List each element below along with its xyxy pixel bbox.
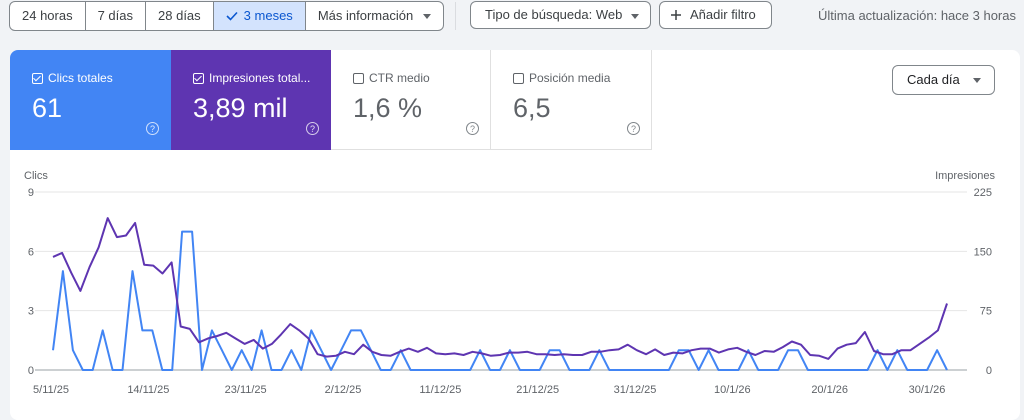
left-tick-label: 0	[28, 365, 34, 377]
metric-average-ctr[interactable]: CTR medio 1,6 % ?	[331, 50, 491, 150]
checkbox-checked-icon	[193, 72, 204, 84]
add-filter-button[interactable]: Añadir filtro	[659, 1, 772, 29]
series-line-impressions	[52, 217, 948, 360]
x-tick-label: 2/12/25	[325, 384, 362, 396]
help-icon[interactable]: ?	[146, 122, 159, 135]
check-icon	[226, 11, 238, 21]
help-icon[interactable]: ?	[627, 122, 640, 135]
toolbar-divider	[455, 2, 456, 30]
metric-value: 3,89 mil	[193, 93, 288, 123]
metric-label: Clics totales	[48, 71, 113, 85]
right-tick-label: 150	[974, 246, 992, 258]
right-tick-label: 0	[986, 365, 992, 377]
metric-total-clicks[interactable]: Clics totales 61 ?	[10, 50, 171, 150]
help-icon[interactable]: ?	[306, 122, 319, 135]
right-axis-title: Impresiones	[935, 170, 995, 182]
granularity-dropdown[interactable]: Cada día	[892, 65, 995, 95]
metric-average-position[interactable]: Posición media 6,5 ?	[491, 50, 652, 150]
metric-total-impressions[interactable]: Impresiones total... 3,89 mil ?	[171, 50, 331, 150]
checkbox-checked-icon	[32, 72, 43, 84]
left-tick-label: 3	[28, 306, 34, 318]
left-tick-label: 6	[28, 246, 34, 258]
x-tick-label: 20/1/26	[811, 384, 848, 396]
chevron-down-icon	[423, 14, 432, 19]
range-label: 24 horas	[22, 8, 73, 23]
x-tick-label: 5/11/25	[33, 384, 69, 396]
range-label: 7 días	[97, 8, 134, 23]
checkbox-unchecked-icon	[353, 72, 364, 84]
date-range-selector: 24 horas 7 días 28 días 3 meses Más info…	[9, 1, 445, 31]
right-tick-label: 225	[974, 187, 992, 199]
search-type-dropdown[interactable]: Tipo de búsqueda: Web	[470, 1, 651, 29]
performance-card: Clics totales 61 ? Impresiones total... …	[10, 50, 1020, 420]
metric-label: Posición media	[529, 71, 611, 85]
x-tick-label: 11/12/25	[419, 384, 461, 396]
metric-value: 6,5	[513, 93, 551, 123]
performance-chart: 9 225 6 150 3 75 0 0 5/11/25 14/11/25 23/11/25 2/12…	[28, 187, 992, 396]
left-tick-label: 9	[28, 187, 34, 199]
more-info-dropdown[interactable]: Más información	[306, 2, 443, 30]
add-filter-label: Añadir filtro	[690, 7, 756, 22]
metric-value: 61	[32, 93, 63, 123]
last-update-text: Última actualización: hace 3 horas	[818, 8, 1016, 23]
x-tick-label: 31/12/25	[614, 384, 657, 396]
chevron-down-icon	[973, 78, 981, 83]
metric-label: Impresiones total...	[209, 71, 311, 85]
metric-value: 1,6 %	[353, 93, 423, 123]
plus-icon	[671, 10, 681, 20]
range-24h-chip[interactable]: 24 horas	[10, 2, 86, 30]
range-label: 28 días	[158, 8, 201, 23]
right-tick-label: 75	[980, 306, 992, 318]
series-line-clicks	[52, 230, 948, 371]
range-label: 3 meses	[243, 8, 293, 23]
range-7d-chip[interactable]: 7 días	[86, 2, 147, 30]
x-tick-label: 10/1/26	[714, 384, 751, 396]
more-info-label: Más información	[317, 8, 414, 23]
left-axis-title: Clics	[24, 170, 48, 182]
x-tick-label: 21/12/25	[516, 384, 559, 396]
toolbar: 24 horas 7 días 28 días 3 meses Más info…	[0, 0, 1024, 32]
x-tick-label: 23/11/25	[225, 384, 267, 396]
range-3m-chip[interactable]: 3 meses	[213, 2, 306, 30]
range-28d-chip[interactable]: 28 días	[146, 2, 214, 30]
metric-label: CTR medio	[369, 71, 430, 85]
x-tick-label: 14/11/25	[127, 384, 169, 396]
help-icon[interactable]: ?	[466, 122, 479, 135]
x-tick-label: 30/1/26	[909, 384, 946, 396]
granularity-label: Cada día	[907, 72, 960, 87]
search-type-label: Tipo de búsqueda: Web	[485, 7, 623, 22]
chevron-down-icon	[631, 14, 639, 19]
checkbox-unchecked-icon	[513, 72, 524, 84]
